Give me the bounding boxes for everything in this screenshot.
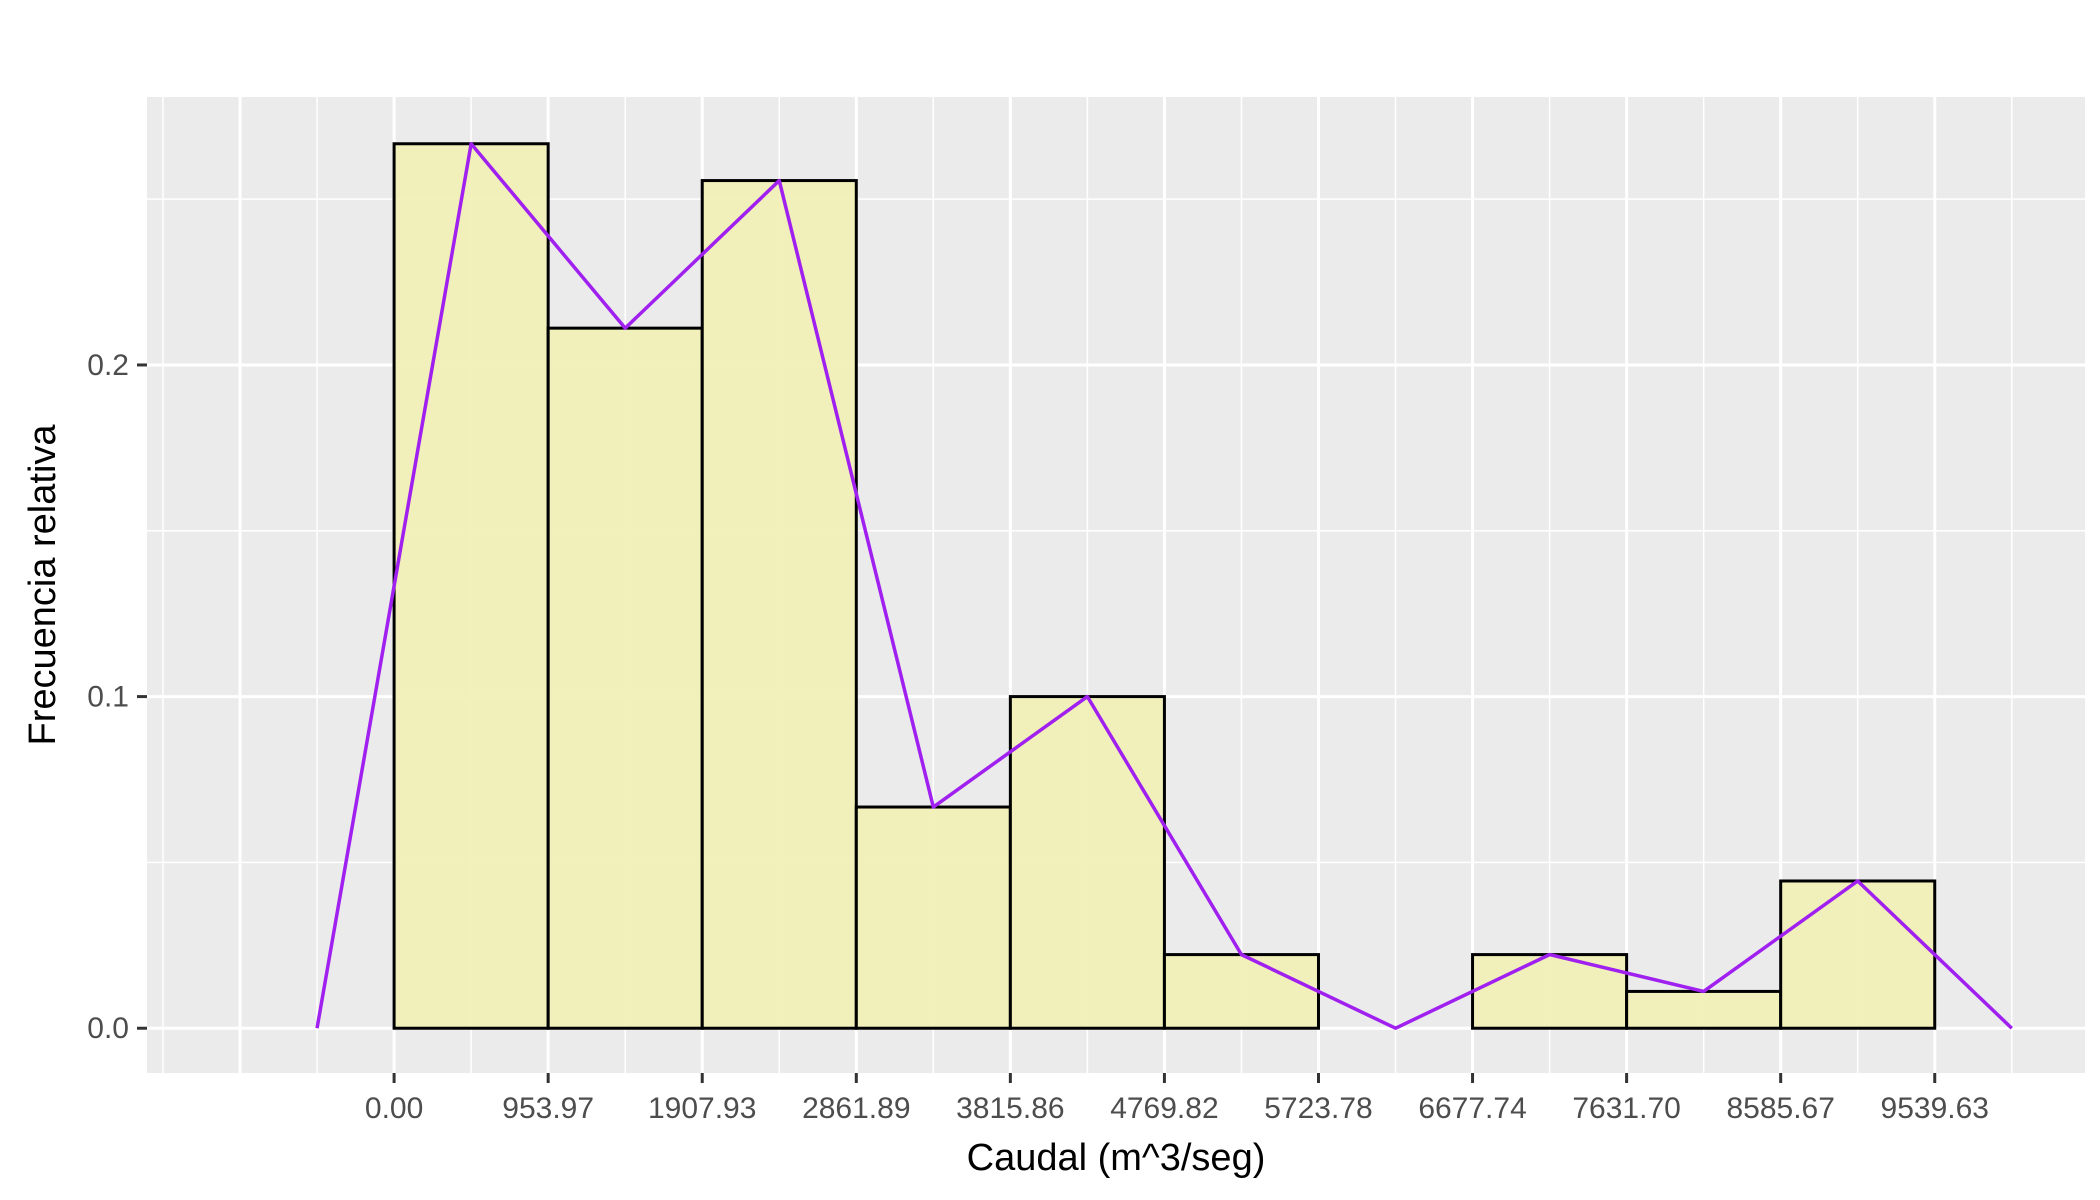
x-tick-label: 7631.70: [1572, 1092, 1680, 1125]
y-axis-title: Frecuencia relativa: [22, 424, 64, 746]
x-tick-label: 1907.93: [648, 1092, 756, 1125]
y-tick-label: 0.1: [87, 681, 129, 714]
y-tick-label: 0.0: [87, 1012, 129, 1045]
x-axis-title: Caudal (m^3/seg): [967, 1137, 1266, 1179]
x-tick-label: 5723.78: [1264, 1092, 1372, 1125]
frequency-polygon-line: [315, 142, 2013, 1030]
y-axis-ticks: 0.0 0.1 0.2: [87, 349, 147, 1045]
x-tick-label: 6677.74: [1418, 1092, 1526, 1125]
x-tick-label: 0.00: [365, 1092, 423, 1125]
histogram-bar-8: [1471, 953, 1629, 1030]
histogram-bar-3: [700, 179, 858, 1030]
x-tick-label: 8585.67: [1726, 1092, 1834, 1125]
histogram-bar-6: [1162, 953, 1320, 1030]
x-tick-label: 3815.86: [956, 1092, 1064, 1125]
x-axis-ticks: 0.00 953.97 1907.93 2861.89 3815.86 4769.82 57…: [365, 1073, 1989, 1125]
x-tick-label: 4769.82: [1110, 1092, 1218, 1125]
histogram-bar-9: [1625, 989, 1783, 1030]
x-tick-label: 9539.63: [1881, 1092, 1989, 1125]
histogram-bar-1: [392, 142, 550, 1030]
y-tick-label: 0.2: [87, 349, 129, 382]
histogram-bar-2: [546, 326, 704, 1030]
x-tick-label: 2861.89: [802, 1092, 910, 1125]
histogram-bar-10: [1779, 879, 1937, 1030]
histogram-bar-4: [854, 805, 1012, 1030]
histogram-bar-5: [1008, 695, 1166, 1030]
x-tick-label: 953.97: [502, 1092, 594, 1125]
